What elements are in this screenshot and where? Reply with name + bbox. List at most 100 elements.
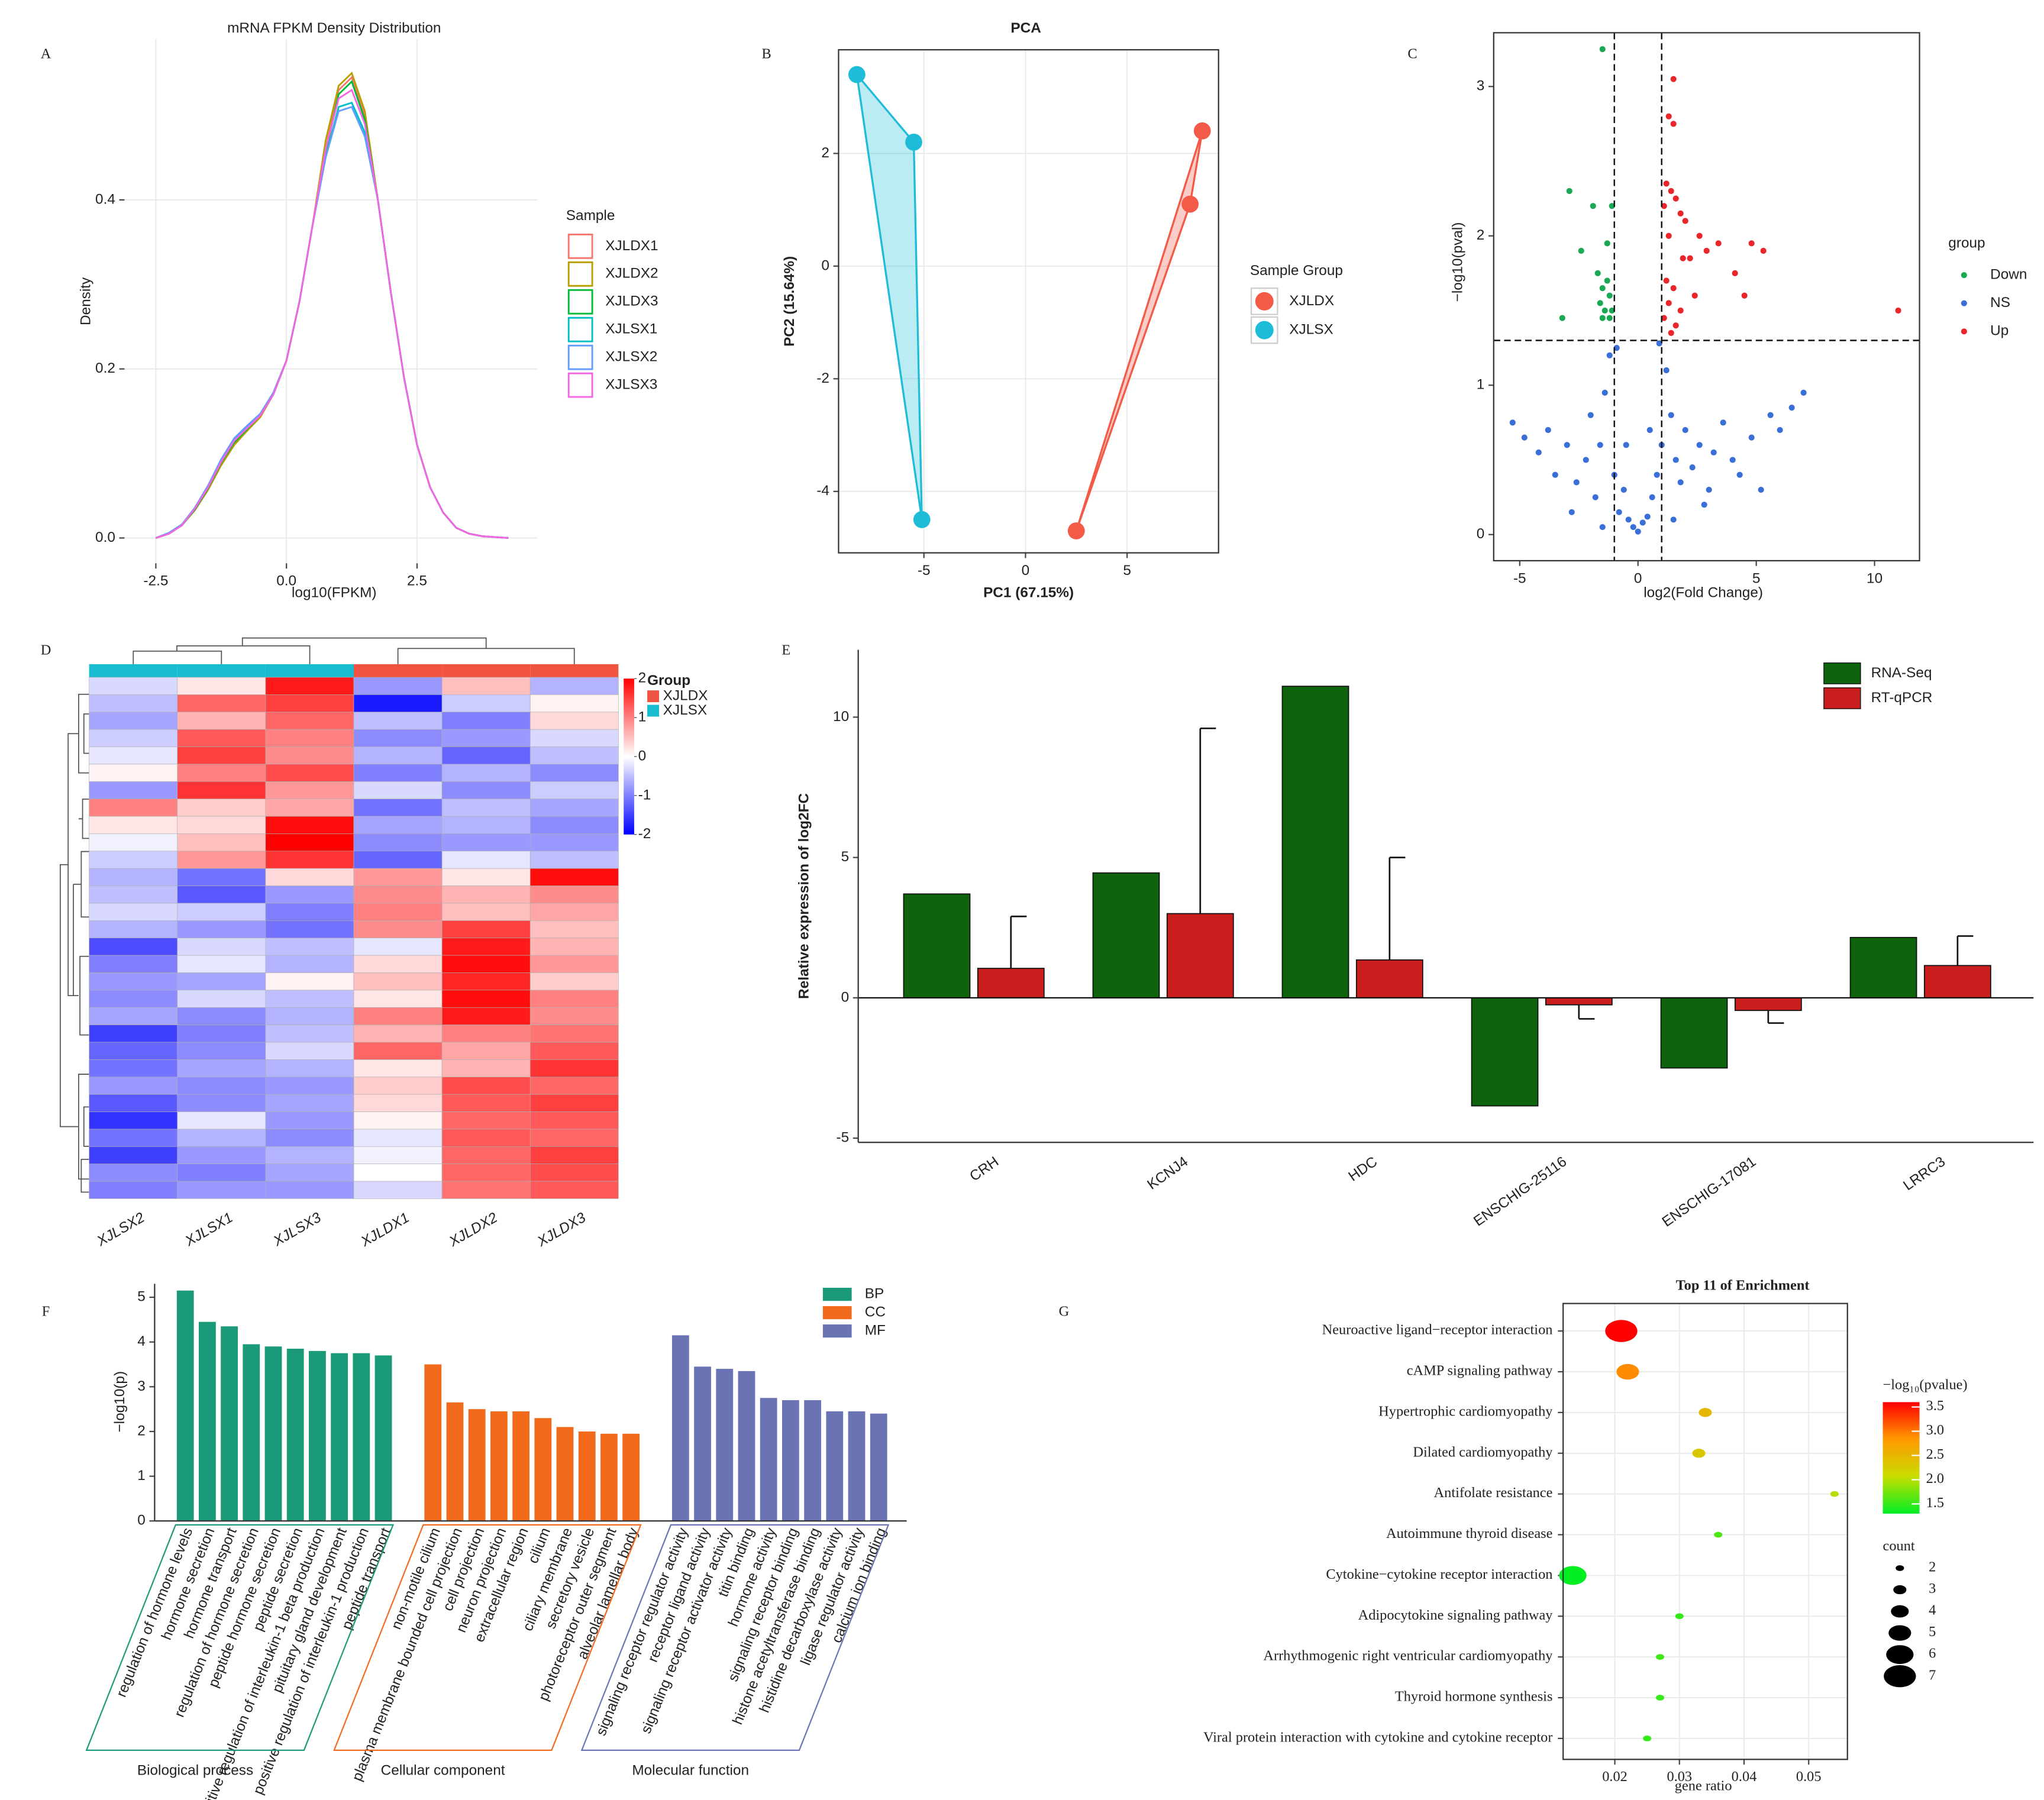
heatmap-cell	[353, 920, 443, 939]
size-legend-key	[1888, 1625, 1911, 1641]
point	[1599, 46, 1606, 53]
y-tick-label: 10	[833, 709, 849, 725]
x-tick-label: 0.02	[1602, 1769, 1628, 1785]
bar	[1166, 913, 1234, 998]
heatmap-cell	[265, 972, 354, 991]
point	[1592, 494, 1599, 500]
point	[1552, 471, 1558, 478]
point	[1597, 442, 1603, 448]
heatmap-cell	[353, 1111, 443, 1130]
point	[1573, 479, 1580, 486]
heatmap-cell	[529, 920, 619, 939]
heatmap-cell	[529, 1042, 619, 1060]
y-tick-label: 0	[821, 257, 829, 273]
point	[1677, 210, 1684, 216]
heatmap-cell	[177, 712, 266, 730]
heatmap-cell	[177, 677, 266, 695]
point	[1760, 247, 1767, 254]
heatmap-cell	[177, 1129, 266, 1147]
point	[1767, 412, 1774, 418]
heatmap-cell	[441, 1059, 531, 1078]
point	[1663, 277, 1670, 284]
bar	[1849, 936, 1917, 998]
heatmap-cell	[353, 1146, 443, 1165]
legend-label: RNA-Seq	[1871, 665, 1932, 681]
heatmap-cell	[89, 1042, 178, 1060]
heatmap-cell	[89, 1129, 178, 1147]
legend-key	[1823, 662, 1861, 684]
legend-key	[1961, 272, 1967, 279]
x-tick-label: 0.0	[276, 573, 296, 589]
column-annotation	[442, 664, 531, 678]
heatmap-cell	[265, 851, 354, 869]
heatmap-cell	[441, 1181, 531, 1199]
legend-key	[567, 372, 593, 398]
heatmap-cell	[177, 990, 266, 1008]
size-legend-label: 5	[1929, 1624, 1936, 1640]
heatmap-cell	[353, 990, 443, 1008]
y-tick-label: 1	[137, 1468, 146, 1484]
point	[1559, 315, 1565, 321]
heatmap-cell	[529, 1025, 619, 1043]
heatmap-cell	[89, 677, 178, 695]
point	[1193, 122, 1211, 140]
y-tick-label: Arrhythmogenic right ventricular cardiom…	[1263, 1648, 1553, 1664]
bubble	[1605, 1320, 1638, 1342]
legend-key	[647, 705, 660, 717]
legend-label: XJLDX2	[605, 266, 658, 282]
heatmap-cell	[441, 799, 531, 817]
colorbar-tick-label: 3.5	[1926, 1398, 1944, 1414]
heatmap-cell	[265, 903, 354, 921]
heatmap-cell	[177, 833, 266, 852]
heatmap-cell	[353, 1025, 443, 1043]
heatmap-cell	[529, 1094, 619, 1112]
legend-title: Sample Group	[1250, 263, 1343, 279]
bar	[804, 1400, 821, 1521]
bar	[600, 1433, 618, 1521]
heatmap-cell	[177, 1042, 266, 1060]
x-tick-label: -5	[1513, 570, 1526, 586]
y-axis-label: Relative expression of log2FC	[796, 793, 812, 999]
heatmap-cell	[89, 1025, 178, 1043]
heatmap-cell	[177, 1094, 266, 1112]
legend-key	[567, 233, 593, 259]
heatmap-cell	[441, 1077, 531, 1095]
heatmap-cell	[265, 781, 354, 800]
legend-label: CC	[865, 1304, 886, 1320]
point	[1777, 426, 1783, 434]
column-annotation	[354, 664, 443, 678]
bar	[221, 1326, 238, 1521]
panel-label: G	[1059, 1304, 1070, 1320]
plot-frame	[838, 49, 1219, 554]
heatmap-cell	[89, 1111, 178, 1130]
heatmap-cell	[441, 1146, 531, 1165]
heatmap-cell	[441, 764, 531, 782]
point	[1656, 340, 1662, 347]
heatmap-cell	[177, 886, 266, 904]
bar	[1471, 997, 1539, 1107]
heatmap-cell	[177, 972, 266, 991]
bar	[264, 1346, 282, 1521]
point	[1670, 121, 1677, 127]
colorbar-tick-label: 2	[638, 670, 647, 686]
panel-label: E	[782, 642, 790, 658]
heatmap-cell	[441, 886, 531, 904]
heatmap-cell	[441, 990, 531, 1008]
heatmap-cell	[353, 781, 443, 800]
heatmap-cell	[441, 1111, 531, 1130]
heatmap-cell	[353, 955, 443, 973]
heatmap-cell	[89, 694, 178, 713]
point	[1682, 426, 1688, 434]
heatmap-cell	[353, 851, 443, 869]
heatmap-cell	[265, 1042, 354, 1060]
point	[1545, 426, 1551, 434]
heatmap-cell	[353, 938, 443, 956]
heatmap-cell	[265, 712, 354, 730]
point	[1583, 457, 1589, 463]
heatmap-cell	[265, 764, 354, 782]
heatmap-cell	[265, 938, 354, 956]
heatmap-cell	[441, 729, 531, 747]
heatmap-cell	[441, 920, 531, 939]
heatmap-cell	[353, 1007, 443, 1025]
